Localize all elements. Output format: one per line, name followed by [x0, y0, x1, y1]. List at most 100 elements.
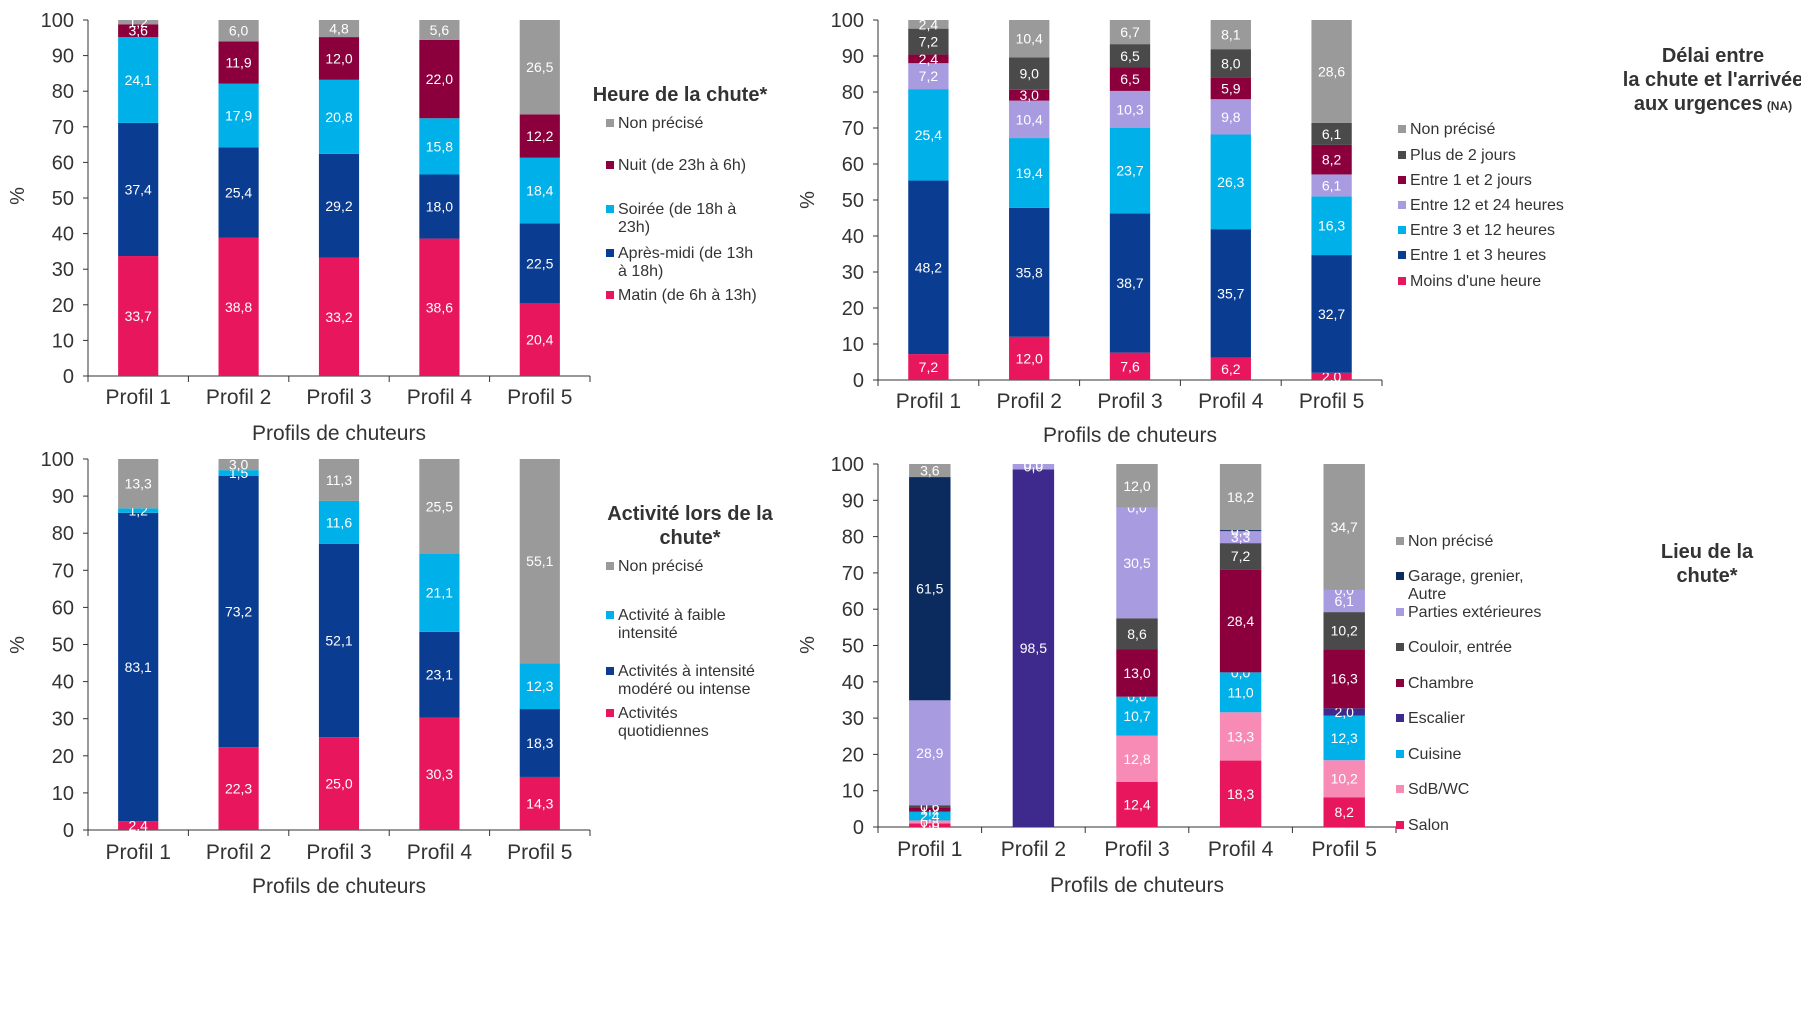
x-axis-title: Profils de chuteurs [252, 875, 426, 898]
bar-segment [1323, 589, 1365, 613]
chart-panel-1: 0 10 20 30 40 50 60 70 80 90 100 33,7 37,4 24,1 3,61,2… [7, 10, 767, 445]
y-axis-title: % [7, 187, 29, 205]
bar-segment [318, 459, 360, 501]
y-tick-label: 90 [52, 486, 74, 508]
bar-segment [519, 223, 560, 304]
bar-segment [118, 512, 159, 822]
bar-segment [318, 257, 360, 376]
y-tick-label: 30 [842, 708, 864, 730]
data-label: 30,3 [426, 766, 453, 782]
bar-segment [1323, 797, 1365, 827]
y-tick-label: 20 [52, 295, 74, 317]
bar-segment [519, 663, 560, 710]
legend-item-line: Soirée (de 18h à [618, 201, 736, 218]
bar-segment [519, 114, 560, 158]
bar-segment [1210, 49, 1251, 78]
data-label: 12,0 [1016, 350, 1043, 366]
bar-segment [1116, 464, 1158, 508]
bar-segment [1109, 20, 1151, 45]
data-label: 10,4 [1016, 111, 1043, 127]
bar-segment [1210, 99, 1251, 135]
y-tick-label: 40 [52, 672, 74, 694]
bar-segment [909, 820, 951, 824]
legend-swatch [606, 119, 614, 127]
data-label: 9,8 [1221, 109, 1241, 125]
category-label: Profil 3 [306, 386, 371, 409]
y-tick-label: 100 [41, 449, 74, 471]
y-tick-label: 10 [52, 330, 74, 352]
y-tick-label: 0 [63, 366, 74, 388]
legend-item-label: Matin (de 6h à 13h) [618, 287, 757, 304]
data-label: 9,0 [1019, 66, 1039, 82]
legend-item-line: modéré ou intense [618, 681, 751, 698]
data-label: 48,2 [915, 259, 942, 275]
data-label: 73,2 [225, 603, 252, 619]
data-label: 0,0 [1024, 456, 1044, 472]
bar-segment [218, 475, 259, 748]
legend-item-label: Entre 1 et 2 jours [1410, 172, 1532, 189]
data-label: 10,2 [1331, 623, 1358, 639]
data-label: 28,4 [1227, 613, 1254, 629]
y-tick-label: 80 [52, 523, 74, 545]
legend-swatch [1396, 537, 1404, 545]
data-label: 2,4 [919, 51, 939, 67]
bar-segment [1109, 128, 1151, 214]
legend-item-line: Activités [618, 705, 678, 722]
legend-item-line: intensité [618, 625, 678, 642]
data-label: 11,9 [225, 55, 251, 71]
legend-swatch [606, 611, 614, 619]
legend-swatch [1398, 176, 1406, 184]
bar-segment [1311, 144, 1352, 175]
data-label: 35,8 [1016, 264, 1043, 280]
legend-item-label: Entre 1 et 3 heures [1410, 247, 1546, 264]
legend-swatch [1398, 251, 1406, 259]
y-tick-label: 70 [52, 117, 74, 139]
data-label: 12,0 [1123, 478, 1150, 494]
data-label: 16,3 [1331, 671, 1358, 687]
data-label: 8,1 [1221, 27, 1241, 43]
y-tick-label: 80 [842, 527, 864, 549]
legend-title: Lieu de la [1661, 541, 1754, 563]
bar-segment [1219, 760, 1262, 827]
legend-swatch [1396, 679, 1404, 687]
bar-segment [1109, 352, 1151, 380]
chart-panel-3: 01020304050607080901002,483,11,213,3Prof… [7, 449, 774, 898]
legend-item-label: Non précisé [618, 115, 703, 132]
data-label: 22,0 [426, 71, 453, 87]
bar-segment [1311, 196, 1352, 256]
y-tick-label: 40 [52, 224, 74, 246]
category-label: Profil 2 [1001, 838, 1066, 861]
data-label: 32,7 [1318, 306, 1345, 322]
data-label: 3,3 [1231, 529, 1251, 545]
bar-segment [909, 477, 951, 701]
y-tick-label: 60 [52, 152, 74, 174]
bar-segment [1219, 531, 1262, 544]
y-tick-label: 90 [842, 46, 864, 68]
legend-swatch [1396, 643, 1404, 651]
legend-item-label: Activité à faible intensité [618, 607, 726, 642]
y-tick-label: 20 [52, 746, 74, 768]
category-label: Profil 4 [1208, 838, 1274, 861]
x-axis-title: Profils de chuteurs [252, 422, 426, 445]
bar-segment [1219, 543, 1262, 570]
bar-segment [218, 459, 259, 471]
data-label: 5,9 [1221, 81, 1241, 97]
data-label: 2,4 [128, 818, 148, 834]
bar-segment [1210, 77, 1251, 100]
bar-segment [118, 20, 159, 25]
legend-swatch [606, 562, 614, 570]
data-label: 7,2 [919, 34, 939, 50]
legend-swatch [1396, 750, 1404, 758]
legend-swatch [606, 161, 614, 169]
legend-item-label: Activités à intensité modéré ou intense [618, 663, 755, 698]
data-label: 18,3 [526, 735, 553, 751]
category-label: Profil 4 [407, 841, 473, 864]
bar-segment [1219, 569, 1262, 673]
category-label: Profil 5 [507, 841, 572, 864]
category-label: Profil 3 [1097, 390, 1162, 413]
bar-segment [1219, 712, 1262, 761]
legend-item-label: Cuisine [1408, 746, 1461, 763]
data-label: 17,9 [225, 108, 252, 124]
